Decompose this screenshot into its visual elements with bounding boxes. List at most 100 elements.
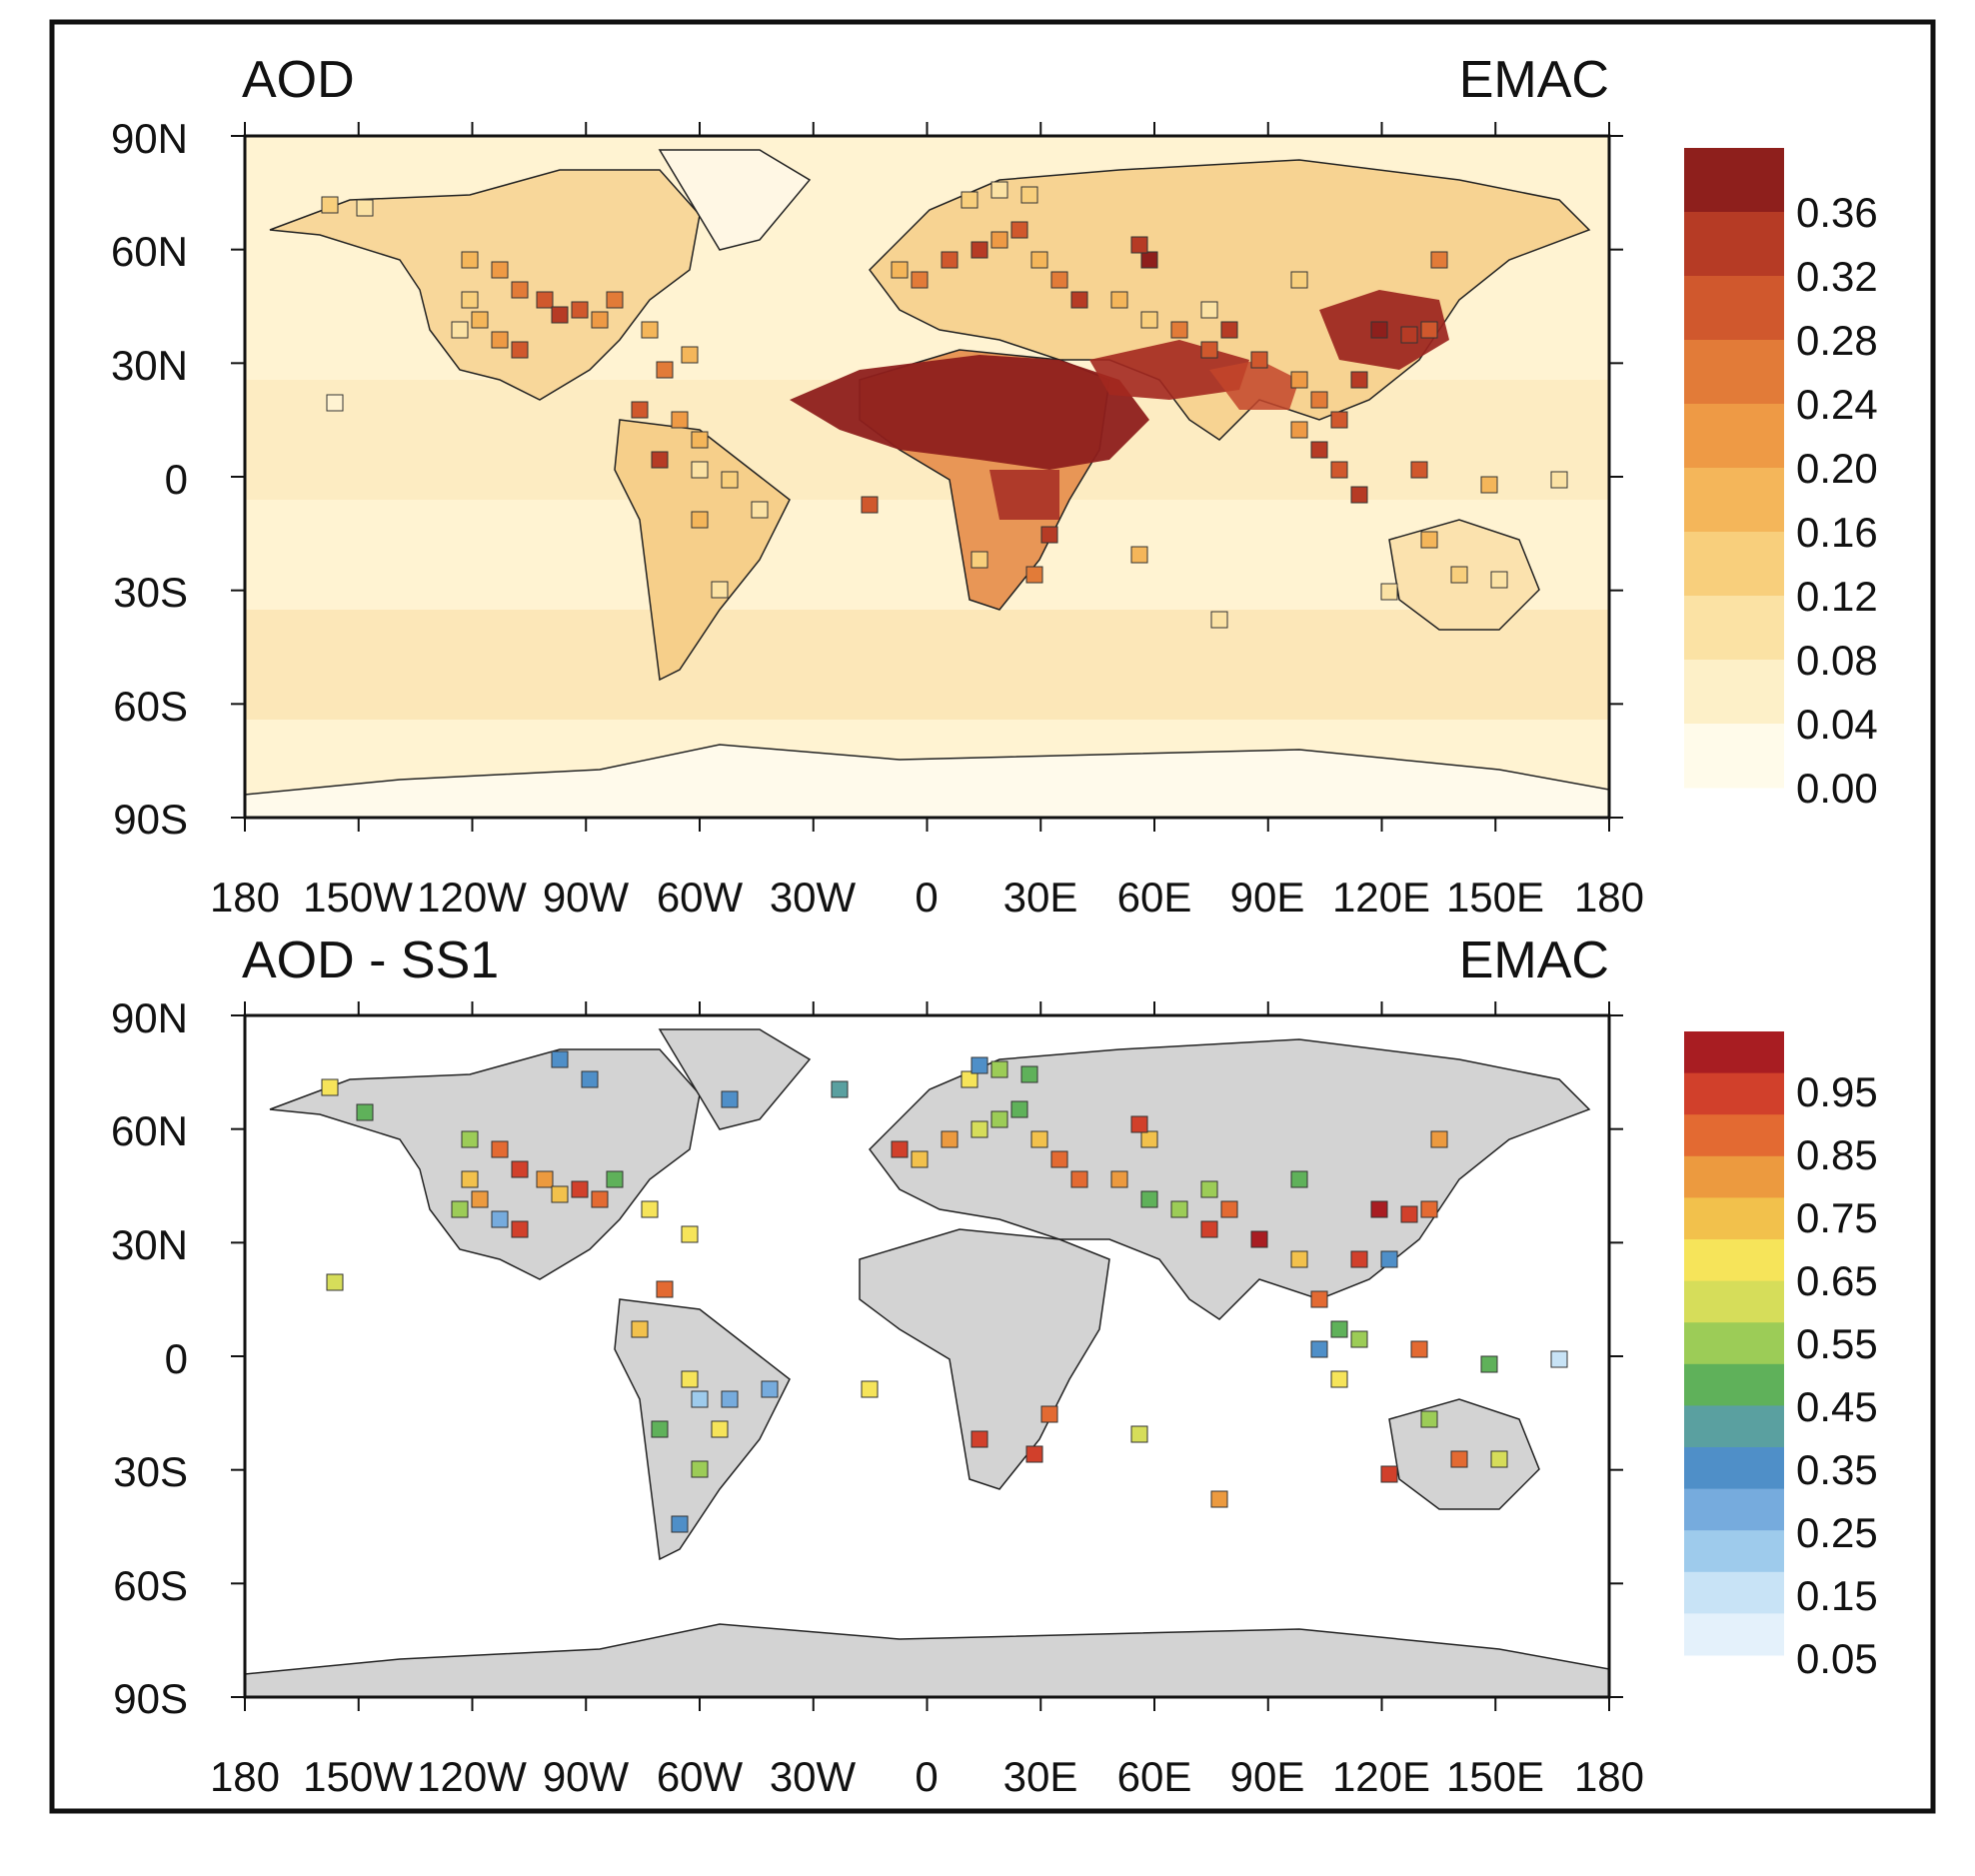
panel-aod-ss1-station-marker xyxy=(1140,1190,1158,1208)
panel-aod-ss1-colorbar-swatch xyxy=(1684,1488,1784,1531)
panel-aod-ss1-station-marker xyxy=(571,1180,589,1198)
panel-aod-station-marker xyxy=(471,311,489,329)
panel-aod-ss1-colorbar-swatch xyxy=(1684,1613,1784,1656)
panel-aod-station-marker xyxy=(1250,351,1268,369)
panel-aod-colorbar: 0.36 0.32 0.28 0.24 0.20 0.16 0.12 0.08 … xyxy=(1684,148,1878,812)
panel-aod-ss1-station-marker xyxy=(1025,1445,1043,1463)
panel-aod-ss1-lon-label: 180 xyxy=(1574,1753,1644,1800)
panel-aod-ss1-station-marker xyxy=(721,1090,739,1108)
panel-aod-ss1-station-marker xyxy=(761,1380,779,1398)
colorbar-label: 0.28 xyxy=(1796,317,1878,364)
panel-aod-ss1-title: AOD - SS1 xyxy=(242,932,499,989)
north-america-land xyxy=(269,169,701,401)
panel-aod-lon-label: 150E xyxy=(1446,874,1544,921)
panel-aod-station-marker xyxy=(1410,461,1428,479)
panel-aod-ss1-station-marker xyxy=(1170,1200,1188,1218)
panel-aod-ss1-station-marker xyxy=(1310,1290,1328,1308)
panel-aod-lat-label: 60N xyxy=(111,228,188,275)
panel-aod-lat-label: 90S xyxy=(113,796,188,843)
panel-aod-colorbar-swatch xyxy=(1684,468,1784,533)
panel-aod-ss1-station-marker xyxy=(461,1170,479,1188)
panel-aod-ss1-colorbar: 0.95 0.85 0.75 0.65 0.55 0.45 0.35 0.25 … xyxy=(1684,1031,1878,1682)
panel-aod-station-marker xyxy=(691,511,709,529)
panel-aod: AOD EMAC 90N 60N xyxy=(111,51,1878,921)
panel-aod-ss1-station-marker xyxy=(1330,1320,1348,1338)
panel-aod-ss1-station-marker xyxy=(471,1190,489,1208)
panel-aod-station-marker xyxy=(651,451,669,469)
panel-aod-lat-label: 30S xyxy=(113,569,188,616)
panel-aod-colorbar-swatch xyxy=(1684,404,1784,469)
colorbar-label: 0.08 xyxy=(1796,637,1878,684)
panel-aod-model-label: EMAC xyxy=(1459,51,1609,109)
panel-aod-station-marker xyxy=(1370,321,1388,339)
saharan-dust-plume xyxy=(790,355,1149,470)
panel-aod-ss1-colorbar-swatch xyxy=(1684,1322,1784,1365)
panel-aod-ss1-station-marker xyxy=(491,1210,509,1228)
south-america-land xyxy=(614,419,791,682)
panel-aod-station-marker xyxy=(491,261,509,279)
panel-aod-lon-label: 90W xyxy=(543,874,630,921)
panel-aod-ss1-station-marker xyxy=(831,1080,849,1098)
panel-aod-lon-label: 0 xyxy=(915,874,938,921)
panel-aod-lon-axis: 180 150W 120W 90W 60W 30W 0 30E 60E 90E … xyxy=(210,874,1644,921)
panel-aod-ss1-station-marker xyxy=(1010,1100,1028,1118)
panel-aod-station-marker xyxy=(461,291,479,309)
panel-aod-ss1-station-marker xyxy=(1420,1410,1438,1428)
panel-aod-ss1-station-marker xyxy=(461,1130,479,1148)
panel-aod-station-marker xyxy=(751,501,769,519)
panel-aod-ss1-station-marker xyxy=(551,1050,569,1068)
panel-aod-ss1-station-marker xyxy=(631,1320,649,1338)
panel-aod-station-marker xyxy=(1490,571,1508,589)
panel-aod-ss1-station-marker xyxy=(711,1420,729,1438)
panel-aod-station-marker xyxy=(1130,236,1148,254)
panel-aod-station-marker xyxy=(1420,321,1438,339)
panel-aod-station-marker xyxy=(641,321,659,339)
panel-aod-ss1-station-marker xyxy=(1380,1250,1398,1268)
panel-aod-ss1-station-marker xyxy=(671,1515,689,1533)
panel-aod-lon-label: 150W xyxy=(303,874,413,921)
panel-aod-ss1-lat-label: 30N xyxy=(111,1221,188,1268)
panel-aod-colorbar-swatch xyxy=(1684,340,1784,405)
panel-aod-ss1-station-marker xyxy=(1210,1490,1228,1508)
colorbar-label: 0.65 xyxy=(1796,1257,1878,1304)
panel-aod-ss1-station-marker xyxy=(1140,1130,1158,1148)
panel-aod-station-marker xyxy=(631,401,649,419)
panel-aod-ss1-station-marker xyxy=(581,1070,599,1088)
panel-aod-ss1-station-marker xyxy=(941,1130,959,1148)
panel-aod-lon-label: 120W xyxy=(417,874,527,921)
panel-aod-ss1-station-marker xyxy=(1250,1230,1268,1248)
panel-aod-ss1-station-marker xyxy=(1040,1405,1058,1423)
panel-aod-ss1-lon-label: 0 xyxy=(915,1753,938,1800)
panel-aod-station-marker xyxy=(491,331,509,349)
panel-aod-colorbar-swatch xyxy=(1684,212,1784,277)
panel-aod-ss1-station-marker xyxy=(511,1220,529,1238)
panel-aod-station-marker xyxy=(1290,421,1308,439)
colorbar-label: 0.45 xyxy=(1796,1383,1878,1430)
panel-aod-lon-label: 120E xyxy=(1332,874,1430,921)
panel-aod-station-marker xyxy=(551,306,569,324)
panel-aod-ss1-station-marker xyxy=(1550,1350,1568,1368)
panel-aod-station-marker xyxy=(691,431,709,449)
panel-aod-ss1-station-marker xyxy=(1310,1340,1328,1358)
panel-aod-ss1-station-marker xyxy=(971,1120,988,1138)
panel-aod-station-marker xyxy=(1430,251,1448,269)
panel-aod-ss1-station-marker xyxy=(491,1140,509,1158)
panel-aod-ss1-lon-label: 30E xyxy=(1003,1753,1078,1800)
panel-aod-ss1-lat-label: 0 xyxy=(165,1335,188,1382)
panel-aod-station-marker xyxy=(1310,441,1328,459)
greenland-land xyxy=(658,1028,812,1130)
panel-aod-ss1-colorbar-swatch xyxy=(1684,1239,1784,1282)
panel-aod-ss1-station-marker xyxy=(1420,1200,1438,1218)
panel-aod-station-marker xyxy=(451,321,469,339)
panel-aod-ss1-lon-label: 180 xyxy=(210,1753,280,1800)
colorbar-label: 0.75 xyxy=(1796,1194,1878,1241)
panel-aod-ss1-lon-label: 150E xyxy=(1446,1753,1544,1800)
panel-aod-station-marker xyxy=(511,341,529,359)
panel-aod-ss1-station-marker xyxy=(1290,1170,1308,1188)
panel-aod-station-marker xyxy=(1350,371,1368,389)
panel-aod-ss1-lat-label: 90N xyxy=(111,994,188,1041)
panel-aod-station-marker xyxy=(326,394,344,412)
colorbar-label: 0.36 xyxy=(1796,189,1878,236)
panel-aod-ss1-station-marker xyxy=(1020,1065,1038,1083)
colorbar-label: 0.15 xyxy=(1796,1572,1878,1619)
